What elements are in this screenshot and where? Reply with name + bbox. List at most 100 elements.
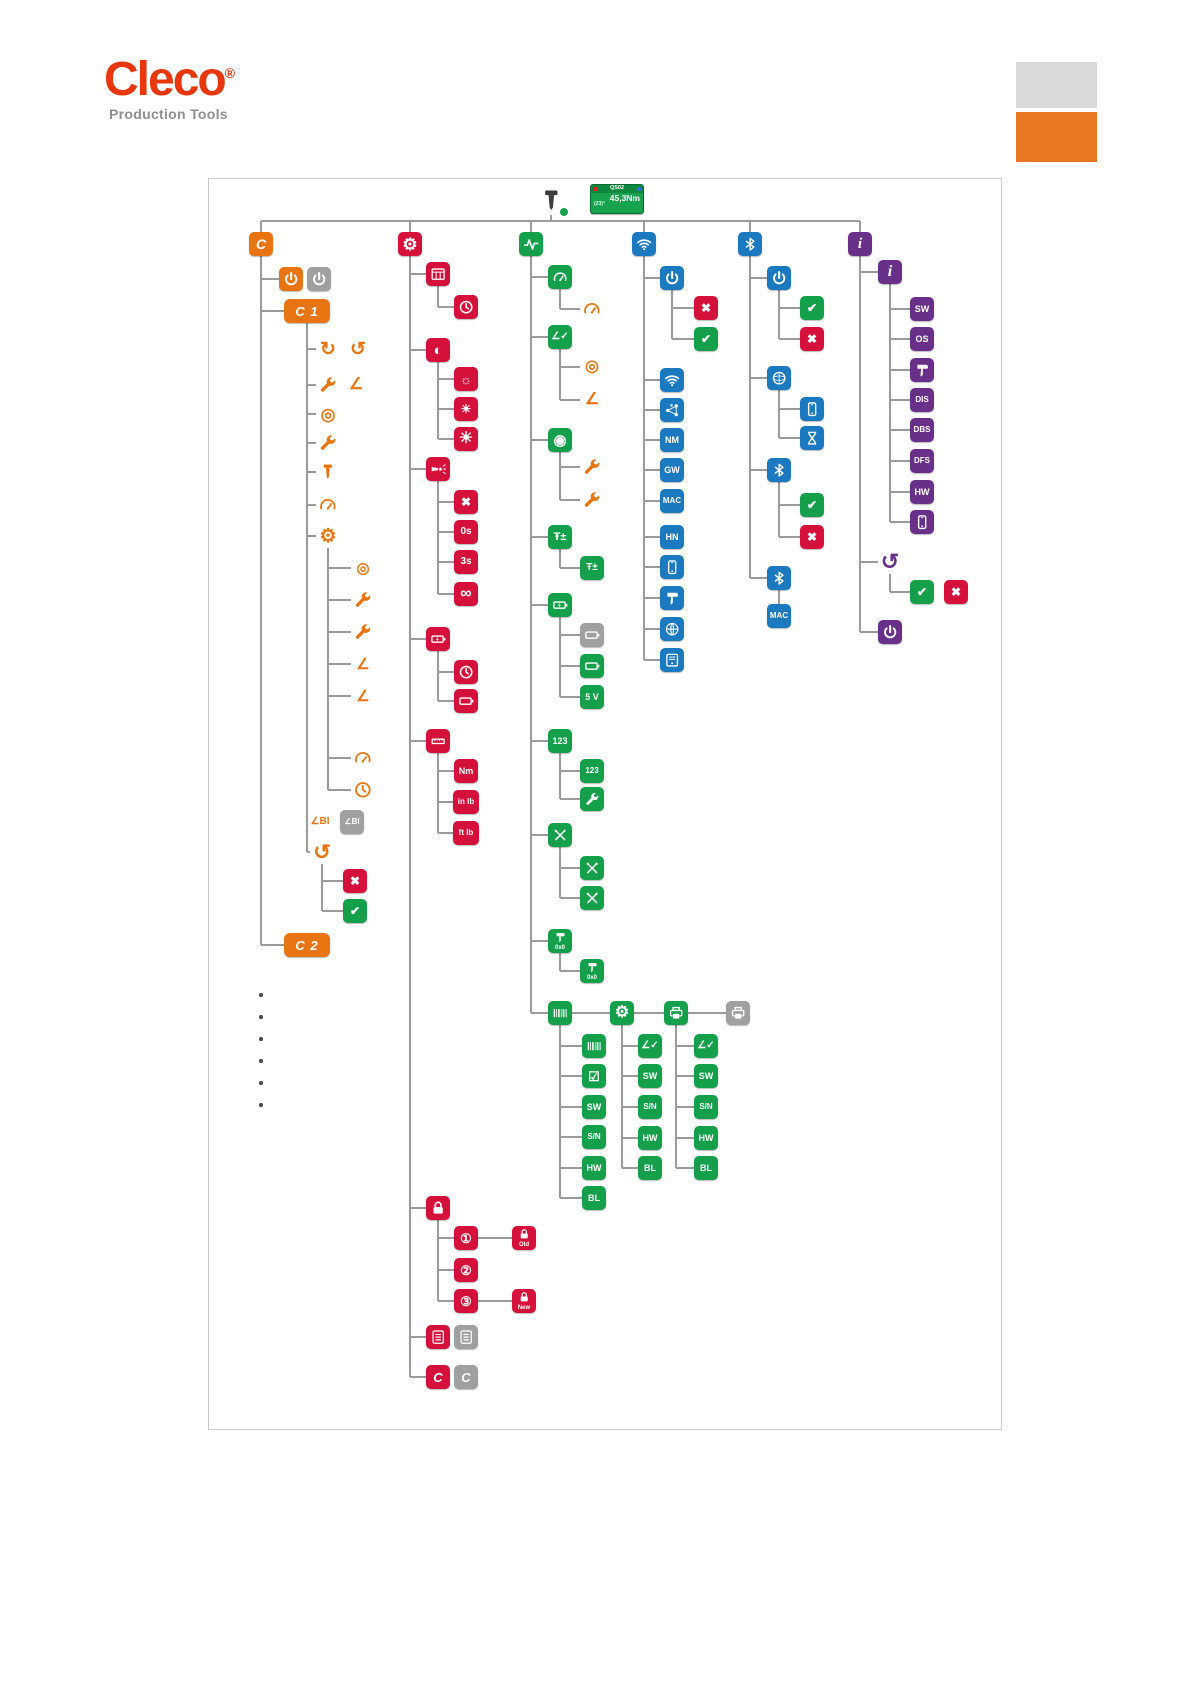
printer-disabled-icon	[726, 1001, 750, 1025]
connector-line	[750, 577, 767, 579]
advanced-settings-gear-icon: ⚙	[319, 525, 337, 547]
gauge-clock-icon	[351, 778, 375, 802]
connector-line	[437, 362, 439, 439]
wlan-menu-icon	[632, 232, 656, 256]
connector-line	[307, 348, 316, 350]
connector-line	[675, 1025, 677, 1168]
wlan-globe-icon	[660, 617, 684, 641]
barcode-icon	[582, 1034, 606, 1058]
connector-line	[560, 1136, 582, 1138]
application-2-item: C 2	[284, 933, 330, 957]
scanner-hw-label: HW	[582, 1156, 606, 1180]
scanner-bl-label: BL	[582, 1186, 606, 1210]
connector-line	[890, 369, 910, 371]
service-interval-icon	[580, 886, 604, 910]
connector-line	[889, 574, 891, 592]
software-version-label: SW	[910, 297, 934, 321]
root-tool-display: QS02 45,3Nm (23)°	[590, 184, 644, 214]
connector-line	[531, 604, 548, 606]
log-disabled-icon	[454, 1325, 478, 1349]
diagram-frame	[208, 178, 1002, 1430]
bluetooth-mac-label: MAC	[767, 604, 791, 628]
lock-level-1-icon: ①	[454, 1226, 478, 1250]
connector-line	[560, 1106, 582, 1108]
connector-line	[560, 1197, 582, 1199]
settings-sw-label: SW	[638, 1064, 662, 1088]
connector-line	[560, 696, 580, 698]
connector-line	[672, 307, 694, 309]
connector-line	[438, 593, 454, 595]
reset-cancel-icon: ✖	[343, 869, 367, 893]
connector-line	[531, 439, 548, 441]
connector-line	[676, 1167, 694, 1169]
angle-check-icon: ∠✓	[694, 1034, 718, 1058]
bluetooth-network-icon	[767, 566, 791, 590]
root-tool-screw-icon	[536, 185, 569, 217]
connector-line	[560, 665, 580, 667]
page-marker-orange	[1016, 112, 1097, 162]
logo-subtitle: Production Tools	[109, 106, 228, 122]
counter-value-label: 123	[580, 759, 604, 783]
tool-setup-wrench-icon	[316, 431, 340, 455]
connector-line	[572, 1012, 610, 1014]
connector-line	[531, 940, 548, 942]
connector-line	[410, 1336, 426, 1338]
filesystem-version-label: DFS	[910, 449, 934, 473]
unit-nm-label: Nm	[454, 759, 478, 783]
connector-line	[261, 278, 279, 280]
battery-test-icon	[548, 593, 572, 617]
connector-line	[644, 409, 660, 411]
connector-line	[328, 631, 351, 633]
connector-line	[560, 970, 580, 972]
connector-line	[531, 220, 551, 222]
os-version-label: OS	[910, 327, 934, 351]
connector-line	[890, 491, 910, 493]
connector-line	[559, 452, 561, 500]
connector-line	[260, 221, 262, 232]
mac-address-label: MAC	[660, 489, 684, 513]
application-1-item: C 1	[284, 299, 330, 323]
wlan-network-icon	[660, 398, 684, 422]
connector-line	[622, 1045, 638, 1047]
connector-line	[438, 770, 454, 772]
connector-line	[559, 549, 561, 568]
connector-line	[890, 429, 910, 431]
connector-line	[261, 220, 551, 222]
connector-line	[889, 284, 891, 522]
connector-line	[778, 390, 780, 438]
connector-line	[261, 310, 284, 312]
connector-line	[438, 801, 453, 803]
system-info-icon: i	[878, 260, 902, 284]
speed-gauge-icon	[580, 297, 604, 321]
torque-target-icon: ◎	[356, 559, 370, 577]
angle-icon: ∠	[584, 391, 600, 408]
torque-adjust-icon: Ŧ±	[548, 525, 572, 549]
connector-line	[438, 408, 454, 410]
worklight-3s-label: 3s	[454, 550, 478, 574]
unit-inlb-label: in lb	[453, 790, 479, 814]
status-badge	[559, 207, 569, 217]
bluetooth-discovery-icon	[767, 366, 791, 390]
connector-line	[328, 789, 351, 791]
connector-line	[560, 308, 580, 310]
angle-wrench-icon: ∠	[356, 655, 370, 673]
connector-line	[307, 504, 316, 506]
worklight-infinite-icon: ∞	[454, 582, 478, 606]
worklight-0s-label: 0s	[454, 520, 478, 544]
connector-line	[328, 599, 351, 601]
angle-check-icon: ∠✓	[638, 1034, 662, 1058]
connector-line	[779, 338, 800, 340]
gauge-icon	[351, 746, 375, 770]
log-enabled-icon	[426, 1325, 450, 1349]
connector-line	[890, 521, 910, 523]
connector-line	[779, 536, 800, 538]
connector-line	[322, 880, 343, 882]
more-applications-ellipsis	[258, 991, 264, 1109]
connector-line	[438, 561, 454, 563]
angle-icon: ∠	[356, 687, 370, 705]
bluetooth-on-icon: ✔	[800, 296, 824, 320]
connector-line	[644, 379, 660, 381]
tool-memory-icon: 0x0	[548, 929, 572, 953]
unit-ftlb-label: ft lb	[453, 821, 479, 845]
connector-line	[779, 437, 800, 439]
